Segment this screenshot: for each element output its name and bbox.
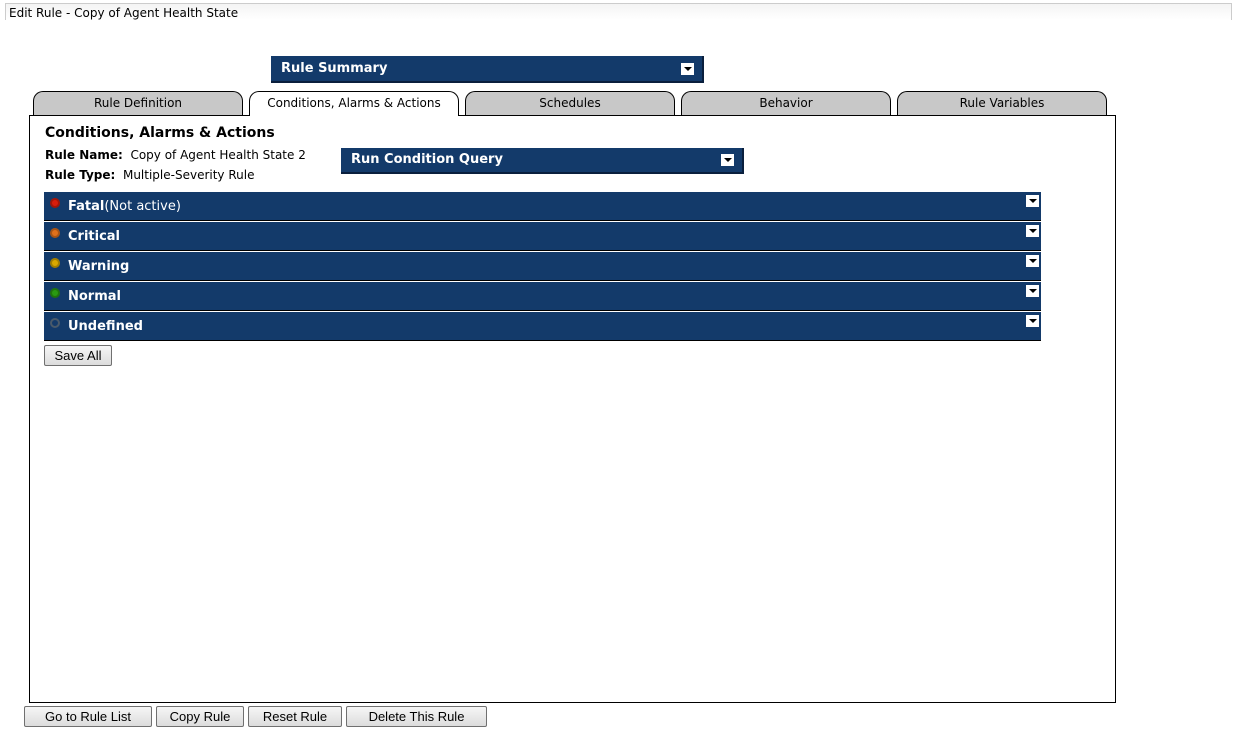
severity-status-icon: [50, 318, 60, 328]
tab-behavior[interactable]: Behavior: [681, 91, 891, 115]
chevron-down-icon[interactable]: [1026, 255, 1039, 267]
rule-name-value: Copy of Agent Health State 2: [130, 148, 306, 162]
severity-row-critical[interactable]: Critical: [44, 222, 1041, 251]
tab-conditions-alarms-actions[interactable]: Conditions, Alarms & Actions: [249, 91, 459, 116]
section-heading: Conditions, Alarms & Actions: [45, 125, 275, 141]
chevron-down-icon[interactable]: [1026, 225, 1039, 237]
chevron-down-icon[interactable]: [1026, 315, 1039, 327]
chevron-down-icon[interactable]: [681, 63, 694, 75]
run-condition-query-toggle[interactable]: Run Condition Query: [341, 148, 744, 174]
tab-schedules[interactable]: Schedules: [465, 91, 675, 115]
chevron-down-icon[interactable]: [721, 154, 734, 166]
severity-label: Fatal: [68, 199, 105, 214]
rule-summary-label: Rule Summary: [281, 61, 388, 76]
delete-rule-button[interactable]: Delete This Rule: [346, 706, 487, 727]
copy-rule-button[interactable]: Copy Rule: [156, 706, 244, 727]
rule-type-value: Multiple-Severity Rule: [122, 168, 255, 182]
severity-note: (Not active): [104, 199, 181, 214]
go-to-rule-list-button[interactable]: Go to Rule List: [24, 706, 152, 727]
window-title: Edit Rule - Copy of Agent Health State: [5, 3, 1232, 20]
rule-name-label: Rule Name:: [45, 148, 123, 162]
rule-summary-toggle[interactable]: Rule Summary: [271, 56, 704, 83]
severity-row-warning[interactable]: Warning: [44, 252, 1041, 281]
severity-row-normal[interactable]: Normal: [44, 282, 1041, 311]
rule-type-label: Rule Type:: [45, 168, 116, 182]
tab-panel: [29, 115, 1116, 703]
save-all-button[interactable]: Save All: [44, 345, 112, 366]
chevron-down-icon[interactable]: [1026, 285, 1039, 297]
run-condition-query-label: Run Condition Query: [351, 152, 503, 167]
chevron-down-icon[interactable]: [1026, 195, 1039, 207]
tab-rule-variables[interactable]: Rule Variables: [897, 91, 1107, 115]
severity-row-undefined[interactable]: Undefined: [44, 312, 1041, 341]
severity-row-fatal[interactable]: Fatal(Not active): [44, 192, 1041, 221]
severity-status-icon: [50, 228, 60, 238]
severity-label: Normal: [68, 289, 121, 304]
severity-label: Warning: [68, 259, 130, 274]
severity-status-icon: [50, 258, 60, 268]
reset-rule-button[interactable]: Reset Rule: [248, 706, 342, 727]
severity-status-icon: [50, 288, 60, 298]
severity-label: Undefined: [68, 319, 143, 334]
tab-rule-definition[interactable]: Rule Definition: [33, 91, 243, 115]
severity-status-icon: [50, 198, 60, 208]
severity-label: Critical: [68, 229, 121, 244]
